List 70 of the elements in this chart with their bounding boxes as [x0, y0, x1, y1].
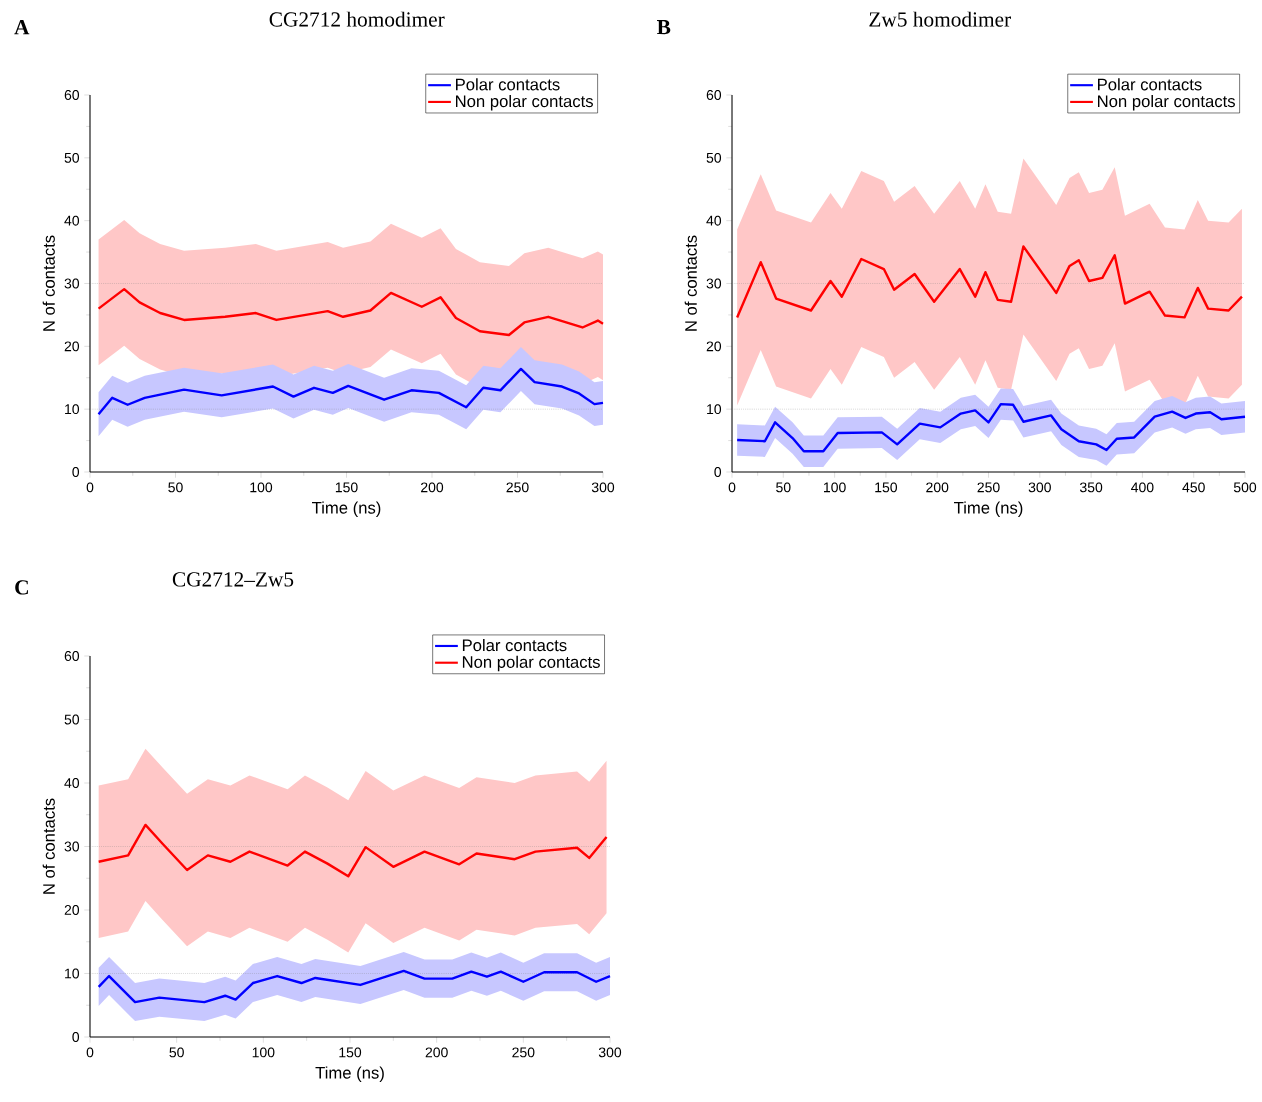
legend-label: Non polar contacts [462, 655, 600, 672]
y-axis-title: N of contacts [42, 235, 55, 331]
x-axis-title: Time (ns) [315, 1066, 384, 1082]
y-tick-label: 50 [64, 152, 80, 163]
y-tick-label: 10 [707, 404, 722, 415]
y-tick-label: 50 [706, 152, 722, 163]
line-series [735, 245, 1244, 319]
x-tick-label: 100 [824, 482, 846, 493]
y-tick-label: 60 [64, 651, 80, 661]
x-tick-label: 250 [977, 482, 1000, 493]
legend-label: Polar contacts [462, 638, 567, 652]
legend-label: Polar contacts [456, 78, 560, 91]
y-axis-title: N of contacts [42, 798, 55, 894]
y-tick-label: 30 [706, 278, 722, 289]
x-tick-label: 100 [250, 482, 273, 493]
x-tick-label: 150 [339, 1047, 362, 1058]
chart-title: Zw5 homodimer [869, 11, 1011, 27]
text: A [14, 20, 30, 35]
text: C [15, 580, 28, 595]
x-tick-label: 450 [1182, 482, 1205, 493]
y-tick-label: 40 [64, 215, 80, 226]
x-tick-label: 200 [425, 1047, 448, 1058]
text: B [657, 20, 671, 35]
x-tick-label: 350 [1079, 482, 1103, 493]
chart-title: CG2712 homodimer [269, 11, 445, 27]
y-tick-label: 60 [64, 90, 80, 100]
y-tick-label: 20 [64, 341, 80, 352]
y-tick-label: 30 [64, 278, 80, 289]
x-tick-label: 0 [86, 482, 94, 493]
y-axis-title: N of contacts [684, 235, 697, 331]
x-tick-label: 500 [1233, 482, 1257, 493]
x-tick-label: 50 [169, 1047, 184, 1058]
y-tick-label: 10 [65, 404, 80, 415]
x-tick-label: 300 [591, 482, 615, 493]
x-tick-label: 150 [335, 482, 358, 493]
y-tick-label: 10 [65, 968, 80, 979]
line-series [97, 367, 605, 416]
y-tick-label: 60 [706, 90, 722, 100]
legend-label: Non polar contacts [1098, 94, 1235, 111]
x-tick-label: 50 [168, 482, 183, 493]
y-tick-label: 20 [706, 341, 722, 352]
line-series [735, 402, 1247, 453]
y-tick-label: 50 [64, 714, 80, 725]
y-tick-label: 30 [64, 841, 80, 852]
x-tick-label: 300 [1028, 482, 1051, 493]
y-tick-label: 40 [64, 778, 80, 788]
chart-title: CG2712–Zw5 [172, 572, 294, 587]
x-tick-label: 250 [512, 1047, 535, 1058]
y-tick-label: 40 [706, 215, 722, 226]
legend-label: Polar contacts [1098, 78, 1202, 91]
y-tick-label: 0 [714, 467, 722, 477]
x-tick-label: 200 [926, 482, 949, 493]
line-series [97, 823, 608, 878]
x-tick-label: 300 [598, 1047, 622, 1058]
x-tick-label: 150 [875, 482, 898, 493]
x-axis-title: Time (ns) [954, 501, 1023, 517]
y-tick-label: 0 [72, 467, 80, 477]
x-tick-label: 0 [728, 482, 736, 493]
legend-label: Non polar contacts [456, 94, 593, 111]
x-tick-label: 50 [776, 482, 791, 493]
x-tick-label: 400 [1131, 482, 1154, 493]
x-tick-label: 250 [506, 482, 529, 493]
x-axis-title: Time (ns) [312, 501, 381, 517]
x-tick-label: 0 [86, 1047, 94, 1058]
line-series [97, 969, 612, 1004]
y-tick-label: 20 [64, 905, 80, 915]
x-tick-label: 200 [421, 482, 444, 493]
x-tick-label: 100 [252, 1047, 275, 1058]
y-tick-label: 0 [72, 1032, 80, 1042]
line-series [97, 287, 605, 337]
